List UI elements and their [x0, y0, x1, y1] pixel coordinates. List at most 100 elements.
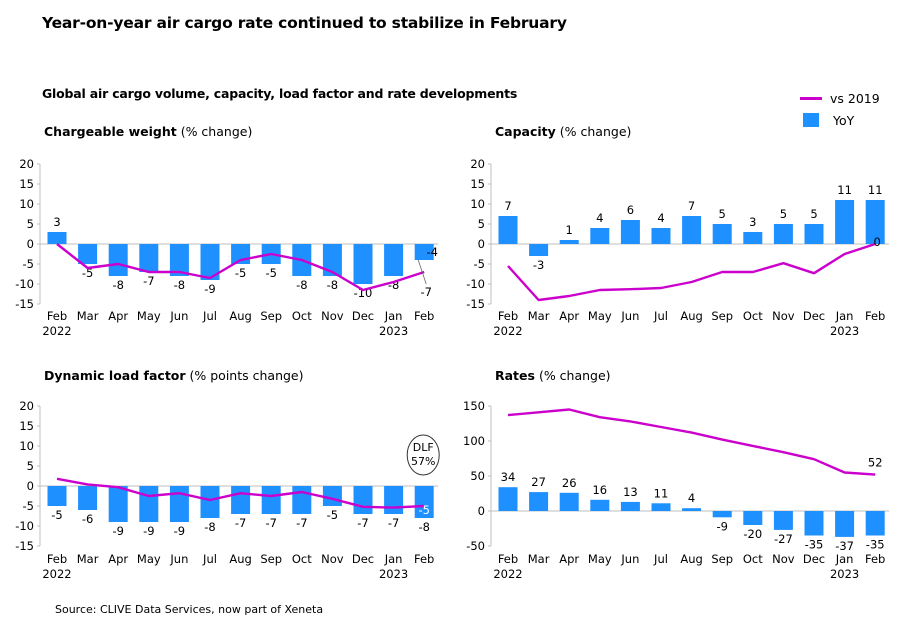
x-tick-label: Jan — [384, 552, 403, 566]
chart-panel-1: Chargeable weight (% change) 20 15 10 5 0 -5 -1… — [15, 124, 439, 338]
y-tick-label: -10 — [15, 277, 34, 291]
x-year-label: 2023 — [379, 567, 408, 581]
x-tick-label: Apr — [559, 552, 579, 566]
bar — [712, 511, 732, 518]
bar — [384, 244, 404, 276]
bar — [682, 508, 702, 511]
x-tick-label: Oct — [743, 552, 763, 566]
x-tick-label: Nov — [321, 309, 344, 323]
bar — [139, 486, 159, 522]
y-tick-label: 10 — [470, 197, 485, 211]
bar-label: 11 — [837, 183, 852, 197]
bar-label: -35 — [805, 538, 824, 552]
bar-label: -8 — [388, 278, 399, 292]
chart-title-unit: (% points change) — [186, 368, 304, 383]
y-tick-label: 0 — [27, 237, 34, 251]
bar — [47, 486, 67, 506]
bar — [414, 244, 434, 260]
bar — [835, 511, 855, 537]
bar-label: 3 — [749, 215, 756, 229]
bar-label: 5 — [810, 207, 817, 221]
bar — [651, 228, 671, 244]
y-tick-label: 15 — [470, 177, 485, 191]
bar — [559, 240, 579, 244]
chart-panel-2: Capacity (% change) 20 15 10 5 0 -5 -10 -15 7 -3 1 4… — [466, 124, 890, 338]
bar-label: -8 — [296, 278, 307, 292]
x-tick-label: Jul — [202, 309, 217, 323]
legend-line-label: vs 2019 — [830, 90, 880, 106]
series-line — [56, 477, 425, 509]
x-tick-label: Dec — [352, 309, 374, 323]
bar — [651, 503, 671, 511]
bar — [590, 499, 610, 511]
page-subtitle: Global air cargo volume, capacity, load … — [42, 86, 518, 101]
x-tick-label: Jun — [169, 552, 188, 566]
x-year-label: 2022 — [42, 567, 71, 581]
x-tick-label: Oct — [743, 309, 763, 323]
bar — [353, 244, 373, 284]
y-tick-label: 15 — [19, 177, 34, 191]
bar — [498, 216, 518, 244]
bar — [620, 220, 640, 244]
x-year-label: 2023 — [379, 324, 408, 338]
x-tick-label: Aug — [680, 552, 702, 566]
x-tick-label: Feb — [865, 552, 885, 566]
bar — [231, 486, 251, 514]
x-year-label: 2022 — [493, 324, 522, 338]
leader-line — [417, 259, 427, 285]
bar-label: -7 — [388, 516, 399, 530]
bar — [682, 216, 702, 244]
x-tick-label: Dec — [352, 552, 374, 566]
x-tick-label: Sep — [260, 552, 282, 566]
x-tick-label: Jan — [835, 309, 854, 323]
bar-label: 7 — [504, 199, 511, 213]
bar-label: -5 — [327, 508, 338, 522]
x-tick-label: May — [137, 552, 161, 566]
bar-label: -8 — [418, 520, 429, 534]
x-tick-label: Mar — [77, 552, 99, 566]
bar — [773, 511, 793, 530]
y-tick-label: 0 — [478, 237, 485, 251]
bar-label: -37 — [835, 539, 854, 553]
x-tick-label: May — [137, 309, 161, 323]
y-tick-label: -5 — [23, 499, 34, 513]
chart-title-bold: Dynamic load factor — [44, 368, 186, 383]
x-tick-label: Dec — [803, 552, 825, 566]
series-line — [507, 408, 876, 476]
bar — [835, 200, 855, 244]
y-tick-label: 150 — [463, 399, 485, 413]
bar-label: -20 — [743, 527, 762, 541]
bar — [804, 511, 824, 536]
bar — [322, 486, 342, 506]
x-tick-label: Feb — [498, 552, 518, 566]
bar — [261, 486, 281, 514]
x-tick-label: Jul — [202, 552, 217, 566]
legend: vs 2019 YoY — [800, 87, 880, 131]
bar-label: -9 — [143, 524, 154, 538]
bar-label: -7 — [265, 516, 276, 530]
bar — [804, 224, 824, 244]
chart-title: Dynamic load factor (% points change) — [44, 368, 304, 383]
bar — [108, 244, 128, 276]
bar — [865, 200, 885, 244]
chart-title-bold: Capacity — [495, 124, 556, 139]
bar — [200, 486, 220, 518]
legend-bar-swatch — [803, 113, 819, 127]
y-tick-label: 15 — [19, 419, 34, 433]
page-title: Year-on-year air cargo rate continued to… — [42, 14, 567, 32]
bar-label: -27 — [774, 532, 793, 546]
y-tick-label: 10 — [19, 197, 34, 211]
bar — [529, 492, 549, 511]
x-year-label: 2023 — [830, 567, 859, 581]
x-tick-label: Jun — [620, 552, 639, 566]
y-tick-label: 20 — [19, 157, 34, 171]
bar — [78, 244, 98, 264]
x-tick-label: Nov — [772, 309, 795, 323]
x-tick-label: Sep — [711, 309, 733, 323]
bar-label: -7 — [143, 274, 154, 288]
y-tick-label: -15 — [15, 297, 34, 311]
x-tick-label: Sep — [260, 309, 282, 323]
y-tick-label: 5 — [27, 217, 34, 231]
x-tick-label: Sep — [711, 552, 733, 566]
x-tick-label: Feb — [47, 309, 67, 323]
